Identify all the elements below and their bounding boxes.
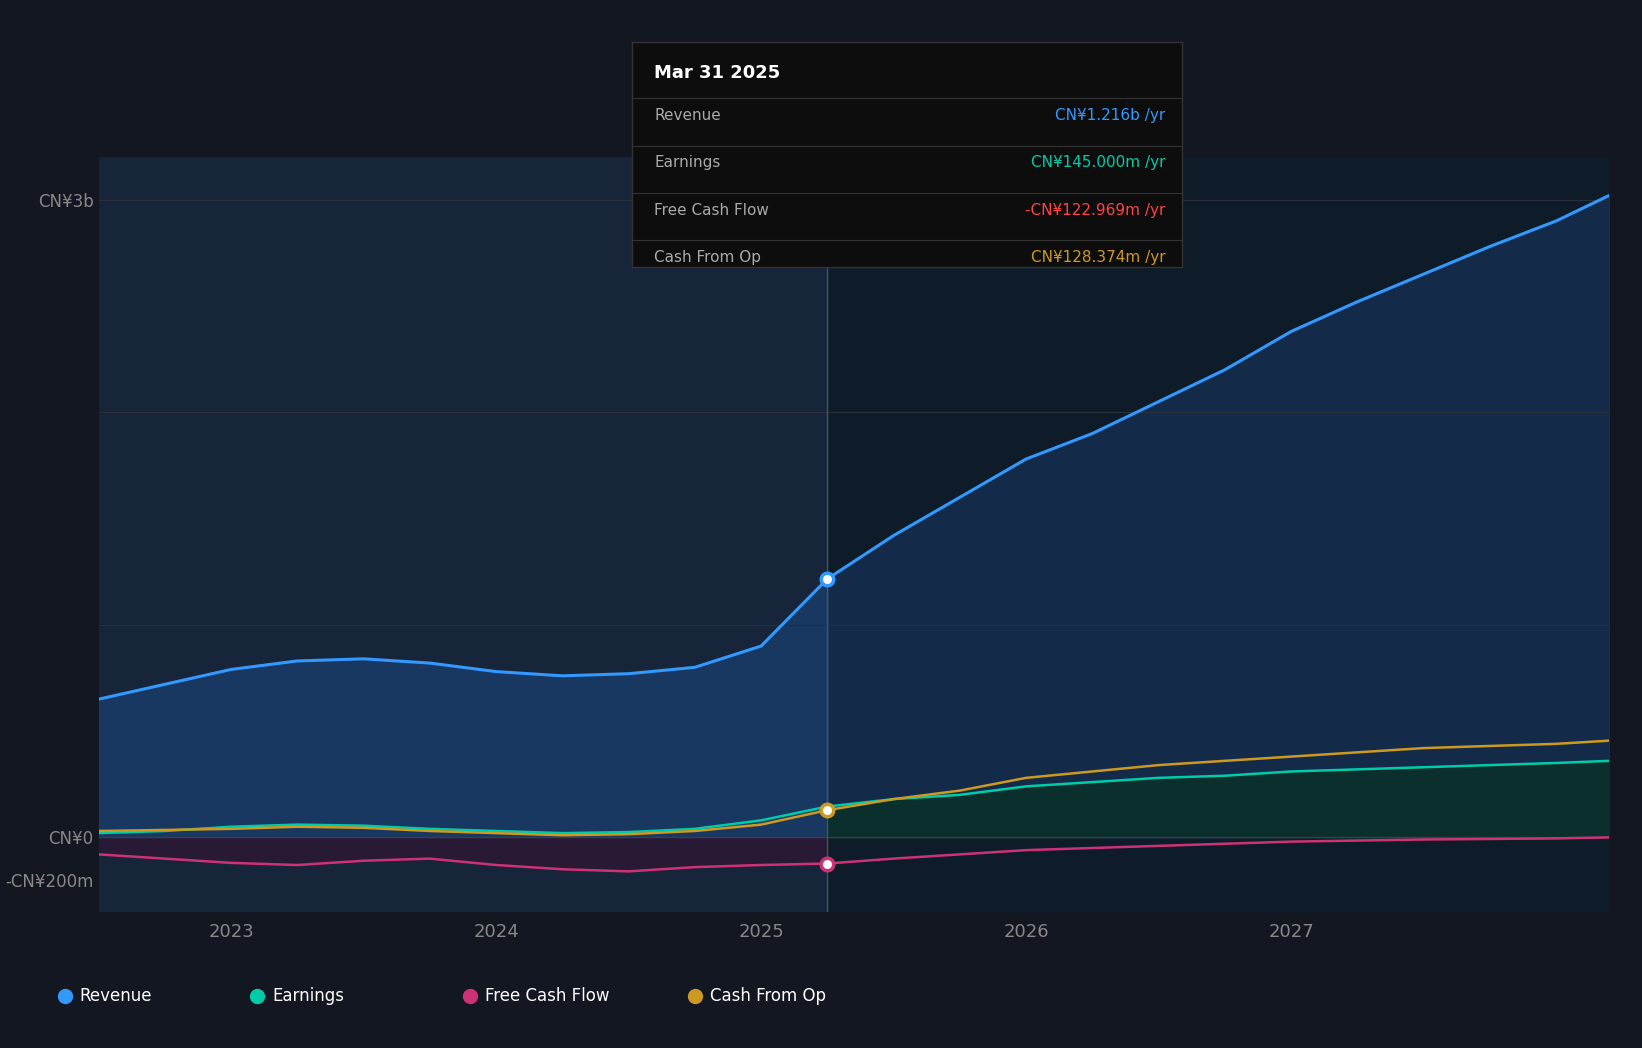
- Text: Earnings: Earnings: [273, 986, 343, 1005]
- Text: Free Cash Flow: Free Cash Flow: [486, 986, 609, 1005]
- Text: CN¥128.374m /yr: CN¥128.374m /yr: [1031, 250, 1166, 265]
- Text: Earnings: Earnings: [654, 155, 721, 171]
- Text: Revenue: Revenue: [654, 108, 721, 123]
- Bar: [828, 157, 1609, 912]
- Text: CN¥1.216b /yr: CN¥1.216b /yr: [1056, 108, 1166, 123]
- Text: Revenue: Revenue: [80, 986, 153, 1005]
- Text: Analysts Forecasts: Analysts Forecasts: [849, 221, 1016, 239]
- Text: CN¥145.000m /yr: CN¥145.000m /yr: [1031, 155, 1166, 171]
- Text: Cash From Op: Cash From Op: [654, 250, 762, 265]
- Text: Free Cash Flow: Free Cash Flow: [654, 202, 768, 218]
- Text: Past: Past: [773, 221, 816, 239]
- Text: Mar 31 2025: Mar 31 2025: [654, 65, 780, 83]
- Text: -CN¥122.969m /yr: -CN¥122.969m /yr: [1025, 202, 1166, 218]
- Text: Cash From Op: Cash From Op: [709, 986, 826, 1005]
- Bar: [99, 157, 828, 912]
